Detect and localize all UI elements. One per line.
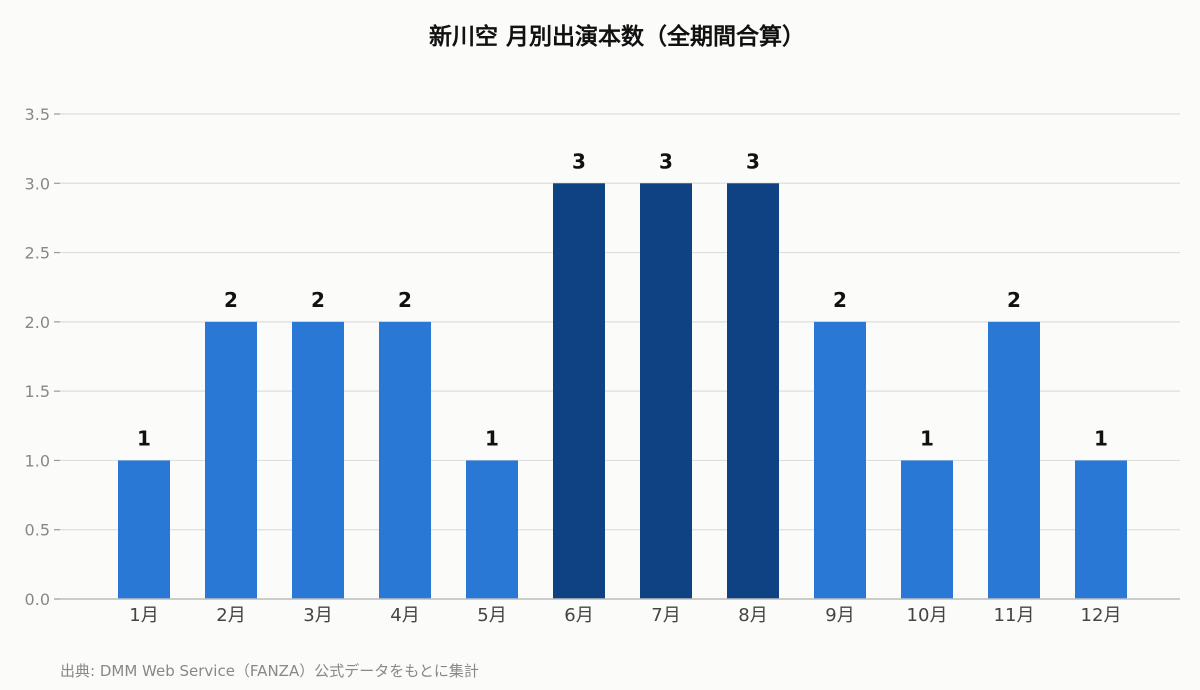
x-tick-label: 12月 <box>1081 605 1122 626</box>
bar-4 <box>379 321 431 599</box>
x-tick-label: 4月 <box>390 605 419 626</box>
value-label-5: 1 <box>485 426 499 450</box>
x-tick-label: 10月 <box>907 605 948 626</box>
y-tick-label: 0.5 <box>25 521 50 540</box>
bar-12 <box>1075 460 1127 599</box>
bar-10 <box>901 460 953 599</box>
bar-2 <box>205 321 257 599</box>
value-labels: 1 2 2 2 1 3 3 3 2 1 2 1 <box>137 149 1108 450</box>
value-label-6: 3 <box>572 149 586 173</box>
value-label-8: 3 <box>746 149 760 173</box>
x-tick-label: 9月 <box>825 605 854 626</box>
y-tick-label: 0.0 <box>25 590 50 609</box>
y-tick-label: 3.5 <box>25 105 50 124</box>
x-tick-label: 6月 <box>564 605 593 626</box>
y-tick-label: 1.5 <box>25 382 50 401</box>
bar-9 <box>814 321 866 599</box>
value-label-9: 2 <box>833 288 847 312</box>
y-axis-ticks: 0.0 0.5 1.0 1.5 2.0 2.5 3.0 3.5 <box>25 105 60 609</box>
bar-1 <box>118 460 170 599</box>
x-tick-label: 7月 <box>651 605 680 626</box>
bar-7 <box>640 183 692 600</box>
x-tick-label: 8月 <box>738 605 767 626</box>
chart-title: 新川空 月別出演本数（全期間合算） <box>429 23 805 50</box>
value-label-3: 2 <box>311 288 325 312</box>
value-label-4: 2 <box>398 288 412 312</box>
x-tick-label: 3月 <box>303 605 332 626</box>
bar-3 <box>292 321 344 599</box>
y-tick-label: 1.0 <box>25 451 50 470</box>
x-axis-ticks: 1月 2月 3月 4月 5月 6月 7月 8月 9月 10月 11月 12月 <box>129 605 1121 626</box>
value-label-12: 1 <box>1094 426 1108 450</box>
value-label-10: 1 <box>920 426 934 450</box>
x-tick-label: 2月 <box>216 605 245 626</box>
y-tick-label: 2.0 <box>25 313 50 332</box>
value-label-2: 2 <box>224 288 238 312</box>
value-label-1: 1 <box>137 426 151 450</box>
value-label-11: 2 <box>1007 288 1021 312</box>
x-tick-label: 11月 <box>994 605 1035 626</box>
bar-6 <box>553 183 605 600</box>
bar-8 <box>727 183 779 600</box>
bars <box>118 183 1127 600</box>
x-tick-label: 5月 <box>477 605 506 626</box>
x-tick-label: 1月 <box>129 605 158 626</box>
y-tick-label: 3.0 <box>25 174 50 193</box>
bar-5 <box>466 460 518 599</box>
y-tick-label: 2.5 <box>25 244 50 263</box>
bar-11 <box>988 321 1040 599</box>
source-note: 出典: DMM Web Service（FANZA）公式データをもとに集計 <box>60 662 479 680</box>
value-label-7: 3 <box>659 149 673 173</box>
